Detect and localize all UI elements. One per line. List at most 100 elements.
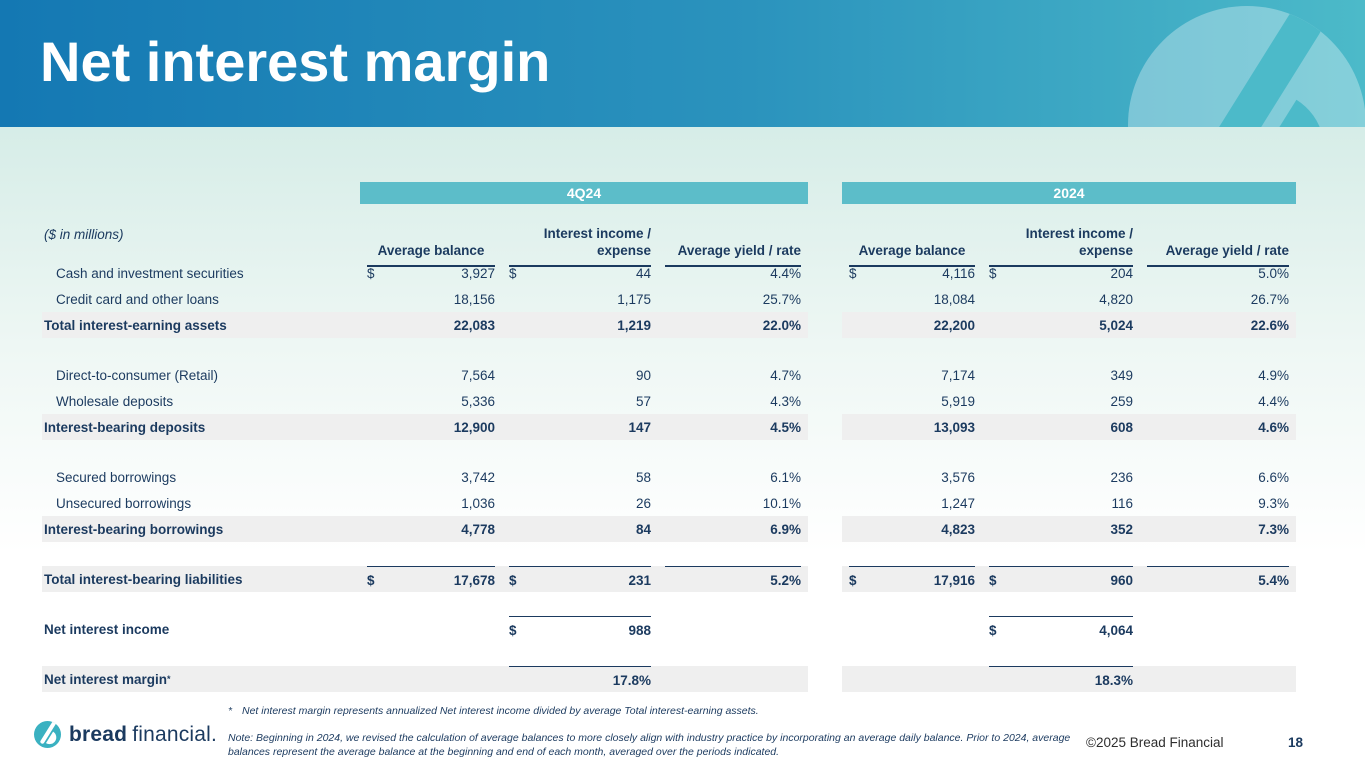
value-inner: 22.6% (1147, 312, 1289, 338)
column-gap (808, 414, 842, 440)
value-cell: 84 (502, 516, 658, 542)
page-number: 18 (1288, 735, 1304, 750)
brand-word-light: financial. (132, 722, 218, 746)
value-inner: $17,678 (367, 566, 495, 593)
cell-value: 5,024 (1099, 317, 1133, 333)
value-cell (658, 666, 808, 692)
dollar-sign: $ (989, 265, 997, 281)
dollar-sign: $ (509, 572, 517, 588)
value-cell: $17,678 (360, 566, 502, 592)
table-row: Net interest margin * 17.8% 18.3% (42, 666, 1296, 692)
value-cell: 4.4% (1140, 388, 1296, 415)
value-inner: $17,916 (849, 566, 975, 593)
column-gap (808, 286, 842, 312)
value-inner: 5.2% (665, 566, 801, 593)
dollar-sign: $ (509, 622, 517, 638)
value-inner: 4.5% (665, 414, 801, 440)
value-inner: 3,576 (849, 464, 975, 490)
column-gap (808, 260, 842, 286)
cell-value: 4.4% (1258, 393, 1289, 409)
value-inner: 18,156 (367, 286, 495, 313)
column-header-cell: Average balance (842, 210, 982, 267)
cell-value: 90 (635, 367, 651, 383)
cell-value: 3,742 (461, 469, 495, 485)
spacer-row (42, 592, 1296, 616)
row-label-cell: Credit card and other loans (42, 286, 360, 312)
value-cell: 22.6% (1140, 312, 1296, 338)
value-inner: 22.0% (665, 312, 801, 338)
value-cell: 147 (502, 414, 658, 440)
cell-value: 4,064 (1099, 622, 1133, 638)
row-label: Total interest-bearing liabilities (44, 571, 243, 587)
value-cell: 90 (502, 362, 658, 388)
row-label-cell: Unsecured borrowings (42, 490, 360, 516)
column-header-label: Interest income / expense (509, 210, 651, 267)
value-cell: 1,036 (360, 490, 502, 517)
table-row: Unsecured borrowings 1,036 26 10.1% 1,247 116… (42, 490, 1296, 517)
footnote-asterisk-text: Net interest margin represents annualize… (242, 705, 759, 717)
brand-logo: bread financial. (34, 721, 217, 748)
value-cell: 6.1% (658, 464, 808, 490)
cell-value: 352 (1110, 521, 1133, 537)
value-cell: 259 (982, 388, 1140, 415)
cell-value: 5,336 (461, 393, 495, 409)
table-row: Cash and investment securities $3,927 $44 4… (42, 260, 1296, 286)
cell-value: 1,175 (617, 291, 651, 307)
cell-value: 3,576 (941, 469, 975, 485)
value-cell: 4,778 (360, 516, 502, 542)
spacer-row (42, 440, 1296, 464)
cell-value: 231 (628, 572, 651, 588)
value-cell (1140, 616, 1296, 642)
header-banner: Net interest margin (0, 0, 1365, 127)
row-label: Interest-bearing borrowings (44, 521, 224, 537)
table-row: Credit card and other loans 18,156 1,175 25… (42, 286, 1296, 313)
value-inner: 26.7% (1147, 286, 1289, 313)
value-inner: $231 (509, 566, 651, 593)
value-inner: 4.4% (1147, 388, 1289, 415)
row-label: Interest-bearing deposits (44, 419, 206, 435)
value-inner: 25.7% (665, 286, 801, 313)
row-label-cell: Net interest income (42, 616, 360, 642)
cell-value: 1,247 (941, 495, 975, 511)
value-cell: 7.3% (1140, 516, 1296, 542)
row-label-cell: Cash and investment securities (42, 260, 360, 286)
value-inner: 116 (989, 490, 1133, 517)
value-inner: 26 (509, 490, 651, 517)
value-inner: 352 (989, 516, 1133, 542)
value-cell (1140, 666, 1296, 692)
cell-value: 5.0% (1258, 265, 1289, 281)
value-cell: 57 (502, 388, 658, 415)
value-inner: 4,778 (367, 516, 495, 542)
value-cell: 58 (502, 464, 658, 490)
cell-value: 18,084 (933, 291, 975, 307)
cell-value: 960 (1110, 572, 1133, 588)
cell-value: 4.5% (770, 419, 801, 435)
cell-value: 57 (635, 393, 651, 409)
group-header-bar: 4Q24 (360, 182, 808, 204)
row-label: Credit card and other loans (56, 291, 219, 307)
value-inner: 17.8% (509, 666, 651, 693)
row-label-cell: Direct-to-consumer (Retail) (42, 362, 360, 388)
value-inner: 608 (989, 414, 1133, 440)
cell-value: 22.0% (762, 317, 801, 333)
value-inner: 22,083 (367, 312, 495, 338)
column-gap (808, 490, 842, 516)
group-header-row: 4Q24 2024 (42, 182, 1296, 204)
page-title: Net interest margin (40, 30, 551, 93)
copyright-text: ©2025 Bread Financial (1086, 735, 1224, 750)
cell-value: 988 (628, 622, 651, 638)
value-cell: 1,247 (842, 490, 982, 517)
cell-value: 5.2% (770, 572, 801, 588)
value-inner: 57 (509, 388, 651, 415)
value-cell: 5,919 (842, 388, 982, 415)
cell-value: 6.9% (770, 521, 801, 537)
cell-value: 236 (1110, 469, 1133, 485)
cell-value: 6.6% (1258, 469, 1289, 485)
value-inner: 58 (509, 464, 651, 490)
table-row: Secured borrowings 3,742 58 6.1% 3,576 236 6.6… (42, 464, 1296, 490)
value-inner: 4.7% (665, 362, 801, 388)
row-label-cell: Secured borrowings (42, 464, 360, 490)
units-label: ($ in millions) (44, 226, 124, 242)
cell-value: 84 (635, 521, 651, 537)
